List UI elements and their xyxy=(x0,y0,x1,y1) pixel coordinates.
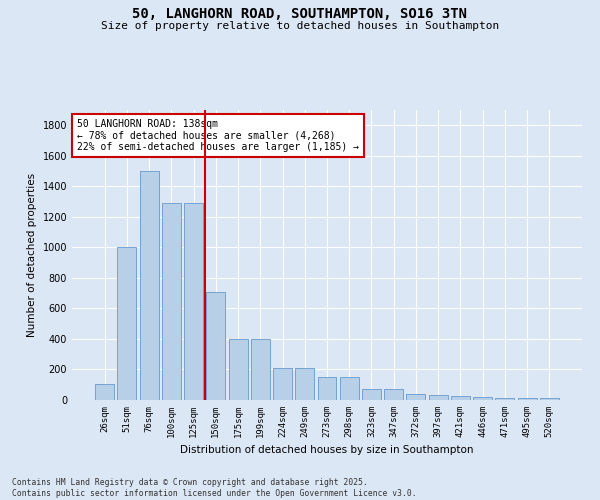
Bar xyxy=(184,203,203,400)
Bar xyxy=(451,396,470,400)
Bar xyxy=(406,394,425,400)
Bar xyxy=(95,384,114,400)
Bar xyxy=(206,292,225,400)
Bar xyxy=(384,390,403,400)
Text: Size of property relative to detached houses in Southampton: Size of property relative to detached ho… xyxy=(101,21,499,31)
Bar xyxy=(162,203,181,400)
Bar xyxy=(540,398,559,400)
Text: 50, LANGHORN ROAD, SOUTHAMPTON, SO16 3TN: 50, LANGHORN ROAD, SOUTHAMPTON, SO16 3TN xyxy=(133,8,467,22)
Bar xyxy=(118,248,136,400)
Bar xyxy=(362,390,381,400)
Text: 50 LANGHORN ROAD: 138sqm
← 78% of detached houses are smaller (4,268)
22% of sem: 50 LANGHORN ROAD: 138sqm ← 78% of detach… xyxy=(77,118,359,152)
Bar xyxy=(317,377,337,400)
Bar xyxy=(251,339,270,400)
Bar xyxy=(496,398,514,400)
Text: Contains HM Land Registry data © Crown copyright and database right 2025.
Contai: Contains HM Land Registry data © Crown c… xyxy=(12,478,416,498)
Bar xyxy=(295,368,314,400)
Bar xyxy=(229,339,248,400)
Bar xyxy=(473,397,492,400)
Bar xyxy=(273,368,292,400)
Y-axis label: Number of detached properties: Number of detached properties xyxy=(27,173,37,337)
Bar xyxy=(518,398,536,400)
Bar xyxy=(140,171,158,400)
X-axis label: Distribution of detached houses by size in Southampton: Distribution of detached houses by size … xyxy=(180,446,474,456)
Bar xyxy=(429,396,448,400)
Bar xyxy=(340,377,359,400)
